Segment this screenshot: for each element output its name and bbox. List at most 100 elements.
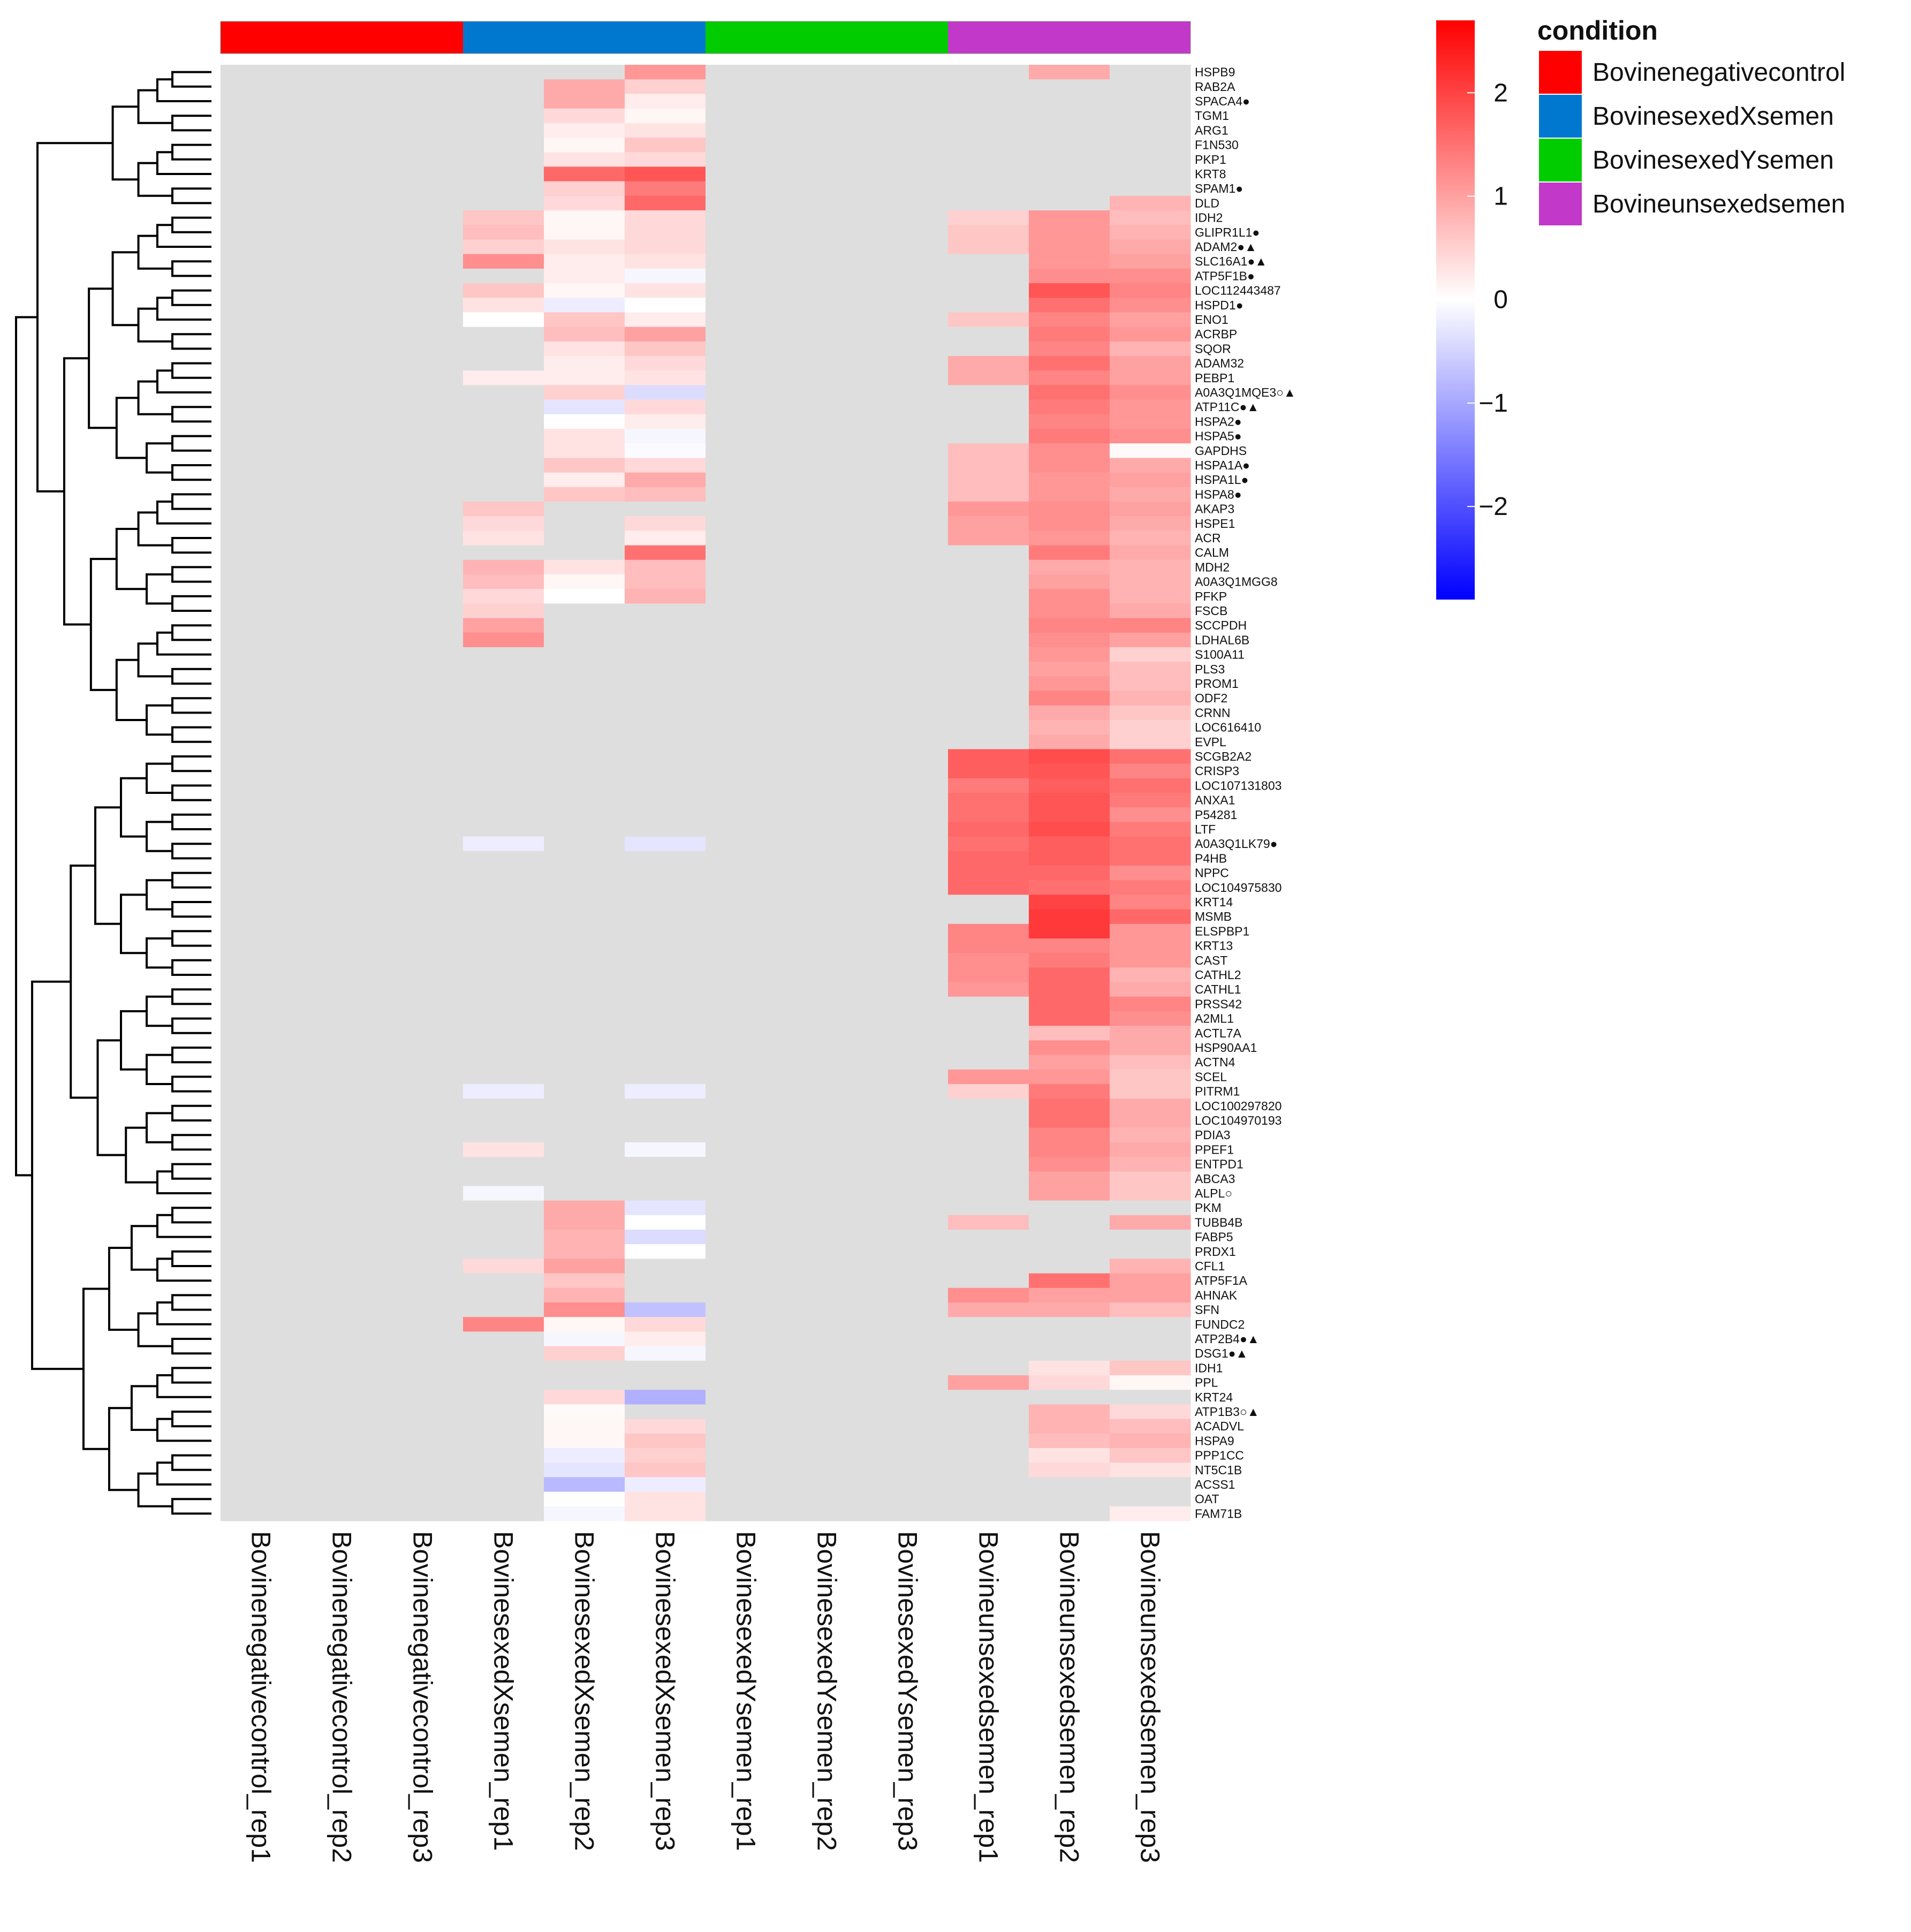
cell-SPACA4●-BovinesexedYsemen_rep1 xyxy=(706,94,787,109)
cell-CRNN-Bovineunsexedsemen_rep3 xyxy=(1110,705,1191,721)
cell-KRT13-BovinesexedXsemen_rep3 xyxy=(625,938,706,953)
cell-OAT-Bovineunsexedsemen_rep3 xyxy=(1110,1491,1191,1507)
cell-KRT24-BovinesexedYsemen_rep2 xyxy=(786,1390,868,1405)
cell-FABP5-Bovinenegativecontrol_rep1 xyxy=(221,1230,302,1245)
cell-CAST-BovinesexedXsemen_rep2 xyxy=(544,953,625,968)
cell-LTF-BovinesexedYsemen_rep2 xyxy=(786,822,868,837)
cell-SPACA4●-Bovineunsexedsemen_rep2 xyxy=(1029,94,1110,109)
cell-ATP5F1A-Bovineunsexedsemen_rep2 xyxy=(1029,1273,1110,1289)
cell-IDH1-BovinesexedXsemen_rep1 xyxy=(463,1360,544,1376)
cell-HSPA2●-BovinesexedXsemen_rep3 xyxy=(625,414,706,429)
row-label: HSPA2● xyxy=(1195,414,1242,428)
cell-DSG1●▲-BovinesexedYsemen_rep3 xyxy=(867,1346,949,1361)
cell-CALM-BovinesexedXsemen_rep2 xyxy=(544,545,625,560)
cell-DSG1●▲-Bovinenegativecontrol_rep3 xyxy=(382,1346,464,1361)
cell-TGM1-BovinesexedYsemen_rep3 xyxy=(867,108,949,124)
cell-ACR-Bovineunsexedsemen_rep1 xyxy=(948,531,1029,546)
legend-swatch xyxy=(1539,95,1582,138)
cell-LOC107131803-Bovinenegativecontrol_rep1 xyxy=(221,778,302,793)
cell-HSPA8●-BovinesexedYsemen_rep2 xyxy=(786,487,868,502)
cell-PDIA3-Bovinenegativecontrol_rep1 xyxy=(221,1127,302,1143)
cell-SQOR-BovinesexedYsemen_rep3 xyxy=(867,341,949,357)
cell-CALM-Bovinenegativecontrol_rep1 xyxy=(221,545,302,560)
cell-SFN-Bovineunsexedsemen_rep2 xyxy=(1029,1302,1110,1317)
row-label: ELSPBP1 xyxy=(1195,924,1249,938)
cell-PPEF1-Bovinenegativecontrol_rep3 xyxy=(382,1142,464,1157)
annotation-cell-BovinesexedYsemen_rep2 xyxy=(786,21,868,54)
cell-CRISP3-BovinesexedYsemen_rep2 xyxy=(786,763,868,779)
cell-FAM71B-BovinesexedXsemen_rep2 xyxy=(544,1506,625,1521)
cell-ABCA3-BovinesexedXsemen_rep1 xyxy=(463,1171,544,1186)
cell-ABCA3-BovinesexedYsemen_rep3 xyxy=(867,1171,949,1186)
cell-EVPL-Bovineunsexedsemen_rep2 xyxy=(1029,734,1110,749)
row-label: CAST xyxy=(1195,953,1227,967)
row-label: PPEF1 xyxy=(1195,1142,1234,1156)
cell-ARG1-BovinesexedXsemen_rep1 xyxy=(463,123,544,138)
cell-IDH1-Bovinenegativecontrol_rep1 xyxy=(221,1360,302,1376)
cell-CATHL1-BovinesexedYsemen_rep1 xyxy=(706,982,787,997)
cell-CAST-Bovinenegativecontrol_rep1 xyxy=(221,953,302,968)
cell-ACR-Bovinenegativecontrol_rep2 xyxy=(301,531,383,546)
column-label: Bovineunsexedsemen_rep1 xyxy=(974,1531,1004,1863)
cell-ENTPD1-Bovinenegativecontrol_rep2 xyxy=(301,1157,383,1172)
cell-AKAP3-Bovineunsexedsemen_rep2 xyxy=(1029,502,1110,517)
cell-A2ML1-BovinesexedYsemen_rep3 xyxy=(867,1011,949,1026)
cell-HSPD1●-BovinesexedXsemen_rep2 xyxy=(544,298,625,313)
cell-MSMB-BovinesexedYsemen_rep1 xyxy=(706,909,787,925)
cell-RAB2A-BovinesexedYsemen_rep1 xyxy=(706,79,787,94)
cell-SCGB2A2-BovinesexedYsemen_rep2 xyxy=(786,749,868,764)
cell-LOC104975830-Bovineunsexedsemen_rep3 xyxy=(1110,880,1191,895)
cell-ADAM2●▲-Bovinenegativecontrol_rep2 xyxy=(301,239,383,255)
cell-DLD-Bovinenegativecontrol_rep3 xyxy=(382,195,464,211)
cell-ACADVL-BovinesexedXsemen_rep2 xyxy=(544,1419,625,1434)
column-label: BovinesexedXsemen_rep1 xyxy=(489,1531,519,1851)
cell-PKM-BovinesexedXsemen_rep3 xyxy=(625,1200,706,1216)
cell-CFL1-BovinesexedYsemen_rep2 xyxy=(786,1259,868,1274)
cell-ACSS1-Bovinenegativecontrol_rep2 xyxy=(301,1477,383,1492)
cell-PPP1CC-BovinesexedYsemen_rep3 xyxy=(867,1448,949,1463)
cell-CFL1-BovinesexedYsemen_rep1 xyxy=(706,1259,787,1274)
colorbar: 2 1 0 −1 −2 xyxy=(1436,20,1508,600)
cell-LOC107131803-BovinesexedYsemen_rep1 xyxy=(706,778,787,793)
cell-NT5C1B-Bovinenegativecontrol_rep1 xyxy=(221,1463,302,1478)
cell-S100A11-BovinesexedYsemen_rep2 xyxy=(786,647,868,662)
cell-PPP1CC-Bovineunsexedsemen_rep2 xyxy=(1029,1448,1110,1463)
cell-HSPD1●-Bovineunsexedsemen_rep2 xyxy=(1029,298,1110,313)
cell-ENTPD1-Bovineunsexedsemen_rep2 xyxy=(1029,1157,1110,1172)
cell-ALPL○-Bovinenegativecontrol_rep1 xyxy=(221,1186,302,1201)
cell-IDH1-Bovinenegativecontrol_rep3 xyxy=(382,1360,464,1376)
cell-AHNAK-Bovinenegativecontrol_rep1 xyxy=(221,1287,302,1303)
cell-SPACA4●-Bovineunsexedsemen_rep3 xyxy=(1110,94,1191,109)
cell-LTF-Bovineunsexedsemen_rep2 xyxy=(1029,822,1110,837)
cell-ALPL○-Bovineunsexedsemen_rep1 xyxy=(948,1186,1029,1201)
cell-ACSS1-BovinesexedXsemen_rep1 xyxy=(463,1477,544,1492)
cell-A0A3Q1LK79●-BovinesexedYsemen_rep3 xyxy=(867,836,949,852)
cell-OAT-BovinesexedYsemen_rep2 xyxy=(786,1491,868,1507)
cell-PPP1CC-BovinesexedXsemen_rep1 xyxy=(463,1448,544,1463)
cell-SFN-BovinesexedXsemen_rep1 xyxy=(463,1302,544,1317)
cell-FABP5-BovinesexedYsemen_rep3 xyxy=(867,1230,949,1245)
cell-KRT13-Bovineunsexedsemen_rep2 xyxy=(1029,938,1110,953)
cell-ACTN4-Bovinenegativecontrol_rep2 xyxy=(301,1055,383,1070)
annotation-cell-Bovineunsexedsemen_rep3 xyxy=(1110,21,1191,54)
cell-CFL1-Bovineunsexedsemen_rep1 xyxy=(948,1259,1029,1274)
cell-ADAM32-BovinesexedYsemen_rep2 xyxy=(786,356,868,371)
row-label: SLC16A1●▲ xyxy=(1195,254,1267,268)
cell-ATP5F1B●-BovinesexedYsemen_rep2 xyxy=(786,268,868,284)
row-label: HSPA1A● xyxy=(1195,458,1250,472)
cell-ENTPD1-BovinesexedYsemen_rep1 xyxy=(706,1157,787,1172)
cell-PEBP1-BovinesexedXsemen_rep2 xyxy=(544,370,625,385)
cell-ACADVL-BovinesexedYsemen_rep3 xyxy=(867,1419,949,1434)
cell-FUNDC2-BovinesexedXsemen_rep3 xyxy=(625,1317,706,1332)
cell-F1N530-BovinesexedXsemen_rep3 xyxy=(625,138,706,153)
row-label: KRT13 xyxy=(1195,939,1233,953)
cell-HSP90AA1-BovinesexedYsemen_rep2 xyxy=(786,1040,868,1056)
row-label: HSPA1L● xyxy=(1195,473,1248,487)
cell-LOC104970193-BovinesexedYsemen_rep3 xyxy=(867,1113,949,1128)
cell-HSPE1-Bovineunsexedsemen_rep2 xyxy=(1029,516,1110,531)
cell-ALPL○-BovinesexedXsemen_rep2 xyxy=(544,1186,625,1201)
row-label: TGM1 xyxy=(1195,109,1229,123)
cell-LOC616410-BovinesexedXsemen_rep3 xyxy=(625,720,706,735)
cell-IDH1-Bovinenegativecontrol_rep2 xyxy=(301,1360,383,1376)
cell-ADAM2●▲-BovinesexedXsemen_rep2 xyxy=(544,239,625,255)
